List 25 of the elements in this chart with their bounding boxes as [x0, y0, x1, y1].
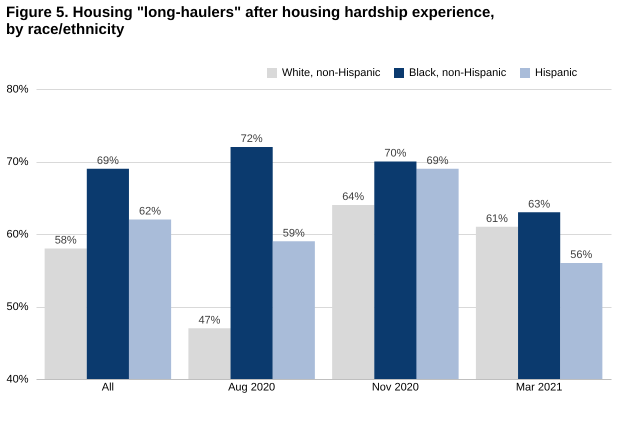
data-label: 70%: [384, 148, 407, 160]
data-label: 72%: [240, 133, 263, 145]
x-tick-label: Mar 2021: [516, 382, 562, 394]
y-tick-label: 70%: [6, 156, 29, 168]
legend-label: White, non-Hispanic: [282, 67, 381, 79]
data-label: 58%: [54, 234, 77, 246]
y-tick-label: 50%: [6, 301, 29, 313]
y-tick-label: 60%: [6, 228, 29, 240]
data-label: 69%: [96, 154, 120, 167]
x-tick-label: All: [102, 382, 114, 394]
data-label: 59%: [282, 227, 306, 240]
y-tick-label: 40%: [6, 374, 29, 386]
data-label: 47%: [198, 314, 221, 326]
legend-label: Black, non-Hispanic: [409, 67, 507, 79]
chart-title: Figure 5. Housing "long-haulers" after housing hardship experience, by race/ethnicity: [6, 4, 494, 38]
data-label: 56%: [570, 249, 593, 261]
x-tick-label: Aug 2020: [228, 382, 276, 394]
data-label: 62%: [139, 206, 162, 218]
data-label: 63%: [528, 198, 550, 210]
data-label: 69%: [426, 154, 449, 167]
legend-label: Hispanic: [535, 67, 578, 79]
x-tick-label: Nov 2020: [372, 382, 419, 394]
data-label: 64%: [342, 191, 364, 203]
y-tick-label: 80%: [6, 84, 29, 96]
data-label: 61%: [486, 212, 508, 225]
